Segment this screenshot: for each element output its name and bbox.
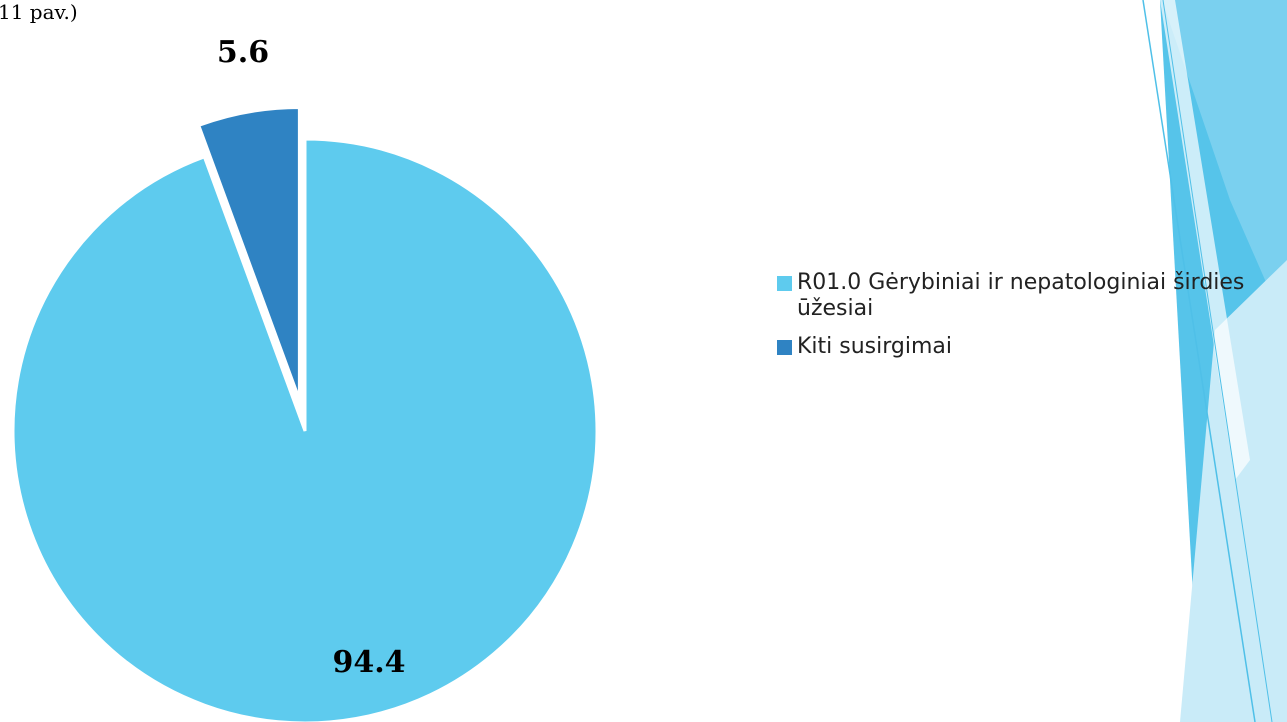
decor-band-mid	[1162, 0, 1287, 330]
chart-legend: R01.0 Gėrybiniai ir nepatologiniai širdi…	[777, 270, 1277, 372]
figure-caption: 11 pav.)	[0, 0, 78, 24]
slice-label-other: 5.6	[217, 35, 269, 70]
decor-line-2	[1162, 0, 1273, 722]
pie-slice-main	[11, 137, 599, 722]
legend-item-main: R01.0 Gėrybiniai ir nepatologiniai širdi…	[777, 270, 1277, 322]
legend-label-main: R01.0 Gėrybiniai ir nepatologiniai širdi…	[797, 270, 1245, 321]
decor-line-1	[1142, 0, 1256, 722]
decor-band-light	[1180, 260, 1287, 722]
legend-swatch-main	[777, 276, 792, 291]
pie-slice-other	[196, 105, 301, 401]
legend-item-other: Kiti susirgimai	[777, 334, 1277, 360]
slice-label-main: 94.4	[332, 645, 405, 680]
legend-swatch-other	[777, 340, 792, 355]
decor-band-white	[1160, 0, 1250, 480]
legend-label-other: Kiti susirgimai	[797, 334, 953, 359]
